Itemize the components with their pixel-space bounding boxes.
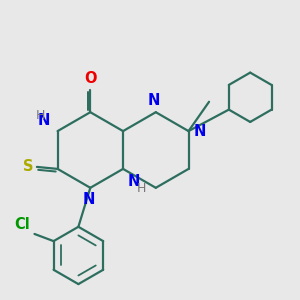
- Text: N: N: [82, 192, 94, 207]
- Text: N: N: [38, 113, 50, 128]
- Text: N: N: [194, 124, 206, 139]
- Text: S: S: [23, 159, 33, 174]
- Text: Cl: Cl: [15, 217, 31, 232]
- Text: N: N: [128, 174, 140, 189]
- Text: O: O: [84, 70, 97, 86]
- Text: H: H: [137, 182, 146, 195]
- Text: H: H: [36, 109, 46, 122]
- Text: N: N: [148, 93, 160, 108]
